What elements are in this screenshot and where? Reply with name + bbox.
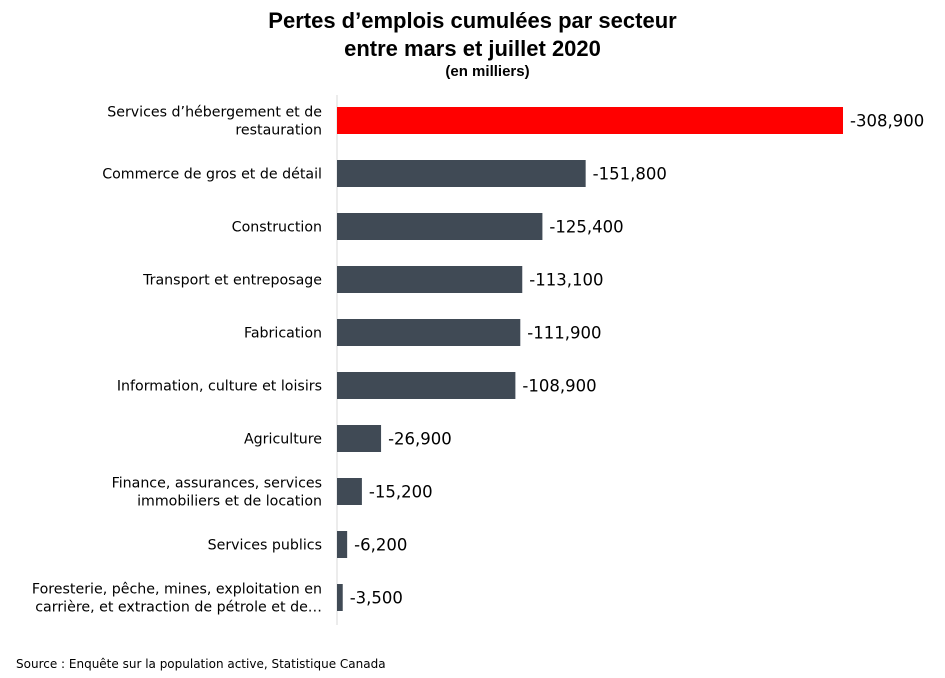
bar	[337, 213, 543, 240]
bar	[337, 372, 516, 399]
data-label: -6,200	[354, 536, 407, 555]
bar	[337, 319, 521, 346]
data-label: -125,400	[549, 218, 623, 237]
category-label: Commerce de gros et de détail	[102, 167, 322, 183]
category-label: Information, culture et loisirs	[117, 379, 322, 395]
category-label: Fabrication	[244, 326, 322, 342]
bar	[337, 584, 343, 611]
bar	[337, 107, 843, 134]
data-label: -3,500	[350, 589, 403, 608]
bar	[337, 478, 362, 505]
data-label: -151,800	[593, 165, 667, 184]
category-label: Services publics	[208, 538, 322, 554]
chart-title-line2: entre mars et juillet 2020	[344, 36, 601, 61]
category-label: Foresterie, pêche, mines, exploitation e…	[32, 582, 322, 598]
bar	[337, 266, 523, 293]
chart-subtitle: (en milliers)	[445, 63, 530, 80]
category-label: Construction	[232, 220, 322, 236]
category-label: Transport et entreposage	[142, 273, 322, 289]
data-label: -108,900	[522, 377, 596, 396]
category-label: immobiliers et de location	[137, 494, 322, 510]
category-label: restauration	[235, 123, 322, 139]
bar	[337, 160, 586, 187]
data-label: -15,200	[369, 483, 433, 502]
source-note: Source : Enquête sur la population activ…	[16, 657, 386, 671]
category-label: Agriculture	[244, 432, 322, 448]
category-label: Services d’hébergement et de	[107, 105, 322, 121]
data-label: -308,900	[850, 112, 924, 131]
data-label: -26,900	[388, 430, 452, 449]
chart-title: Pertes d’emplois cumulées par secteur	[268, 8, 677, 33]
data-label: -113,100	[529, 271, 603, 290]
data-label: -111,900	[527, 324, 601, 343]
bar	[337, 425, 382, 452]
category-label: carrière, et extraction de pétrole et de…	[35, 600, 322, 616]
bar	[337, 531, 348, 558]
category-label: Finance, assurances, services	[112, 476, 322, 492]
